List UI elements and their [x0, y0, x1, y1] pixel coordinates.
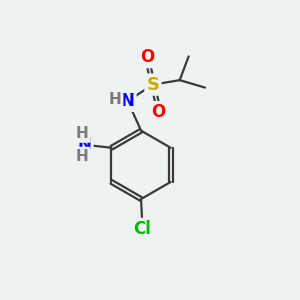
Text: S: S: [146, 76, 160, 94]
Text: H: H: [109, 92, 122, 107]
Text: N: N: [121, 92, 135, 110]
Text: O: O: [151, 103, 165, 121]
Text: N: N: [78, 136, 92, 154]
Text: H: H: [76, 148, 89, 164]
Text: Cl: Cl: [133, 220, 151, 238]
Text: H: H: [76, 126, 89, 141]
Text: O: O: [140, 48, 155, 66]
